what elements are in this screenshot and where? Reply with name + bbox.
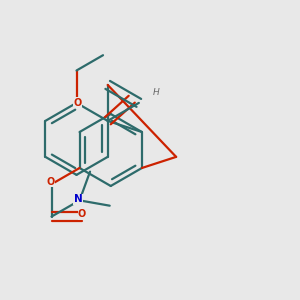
- Text: H: H: [153, 88, 159, 98]
- Text: O: O: [46, 177, 55, 187]
- Text: H: H: [153, 88, 159, 98]
- Text: O: O: [73, 98, 81, 108]
- Text: O: O: [78, 209, 86, 219]
- Text: N: N: [74, 194, 82, 204]
- Text: O: O: [78, 209, 86, 219]
- Text: N: N: [74, 194, 82, 204]
- Text: O: O: [46, 177, 55, 187]
- Text: O: O: [73, 98, 81, 108]
